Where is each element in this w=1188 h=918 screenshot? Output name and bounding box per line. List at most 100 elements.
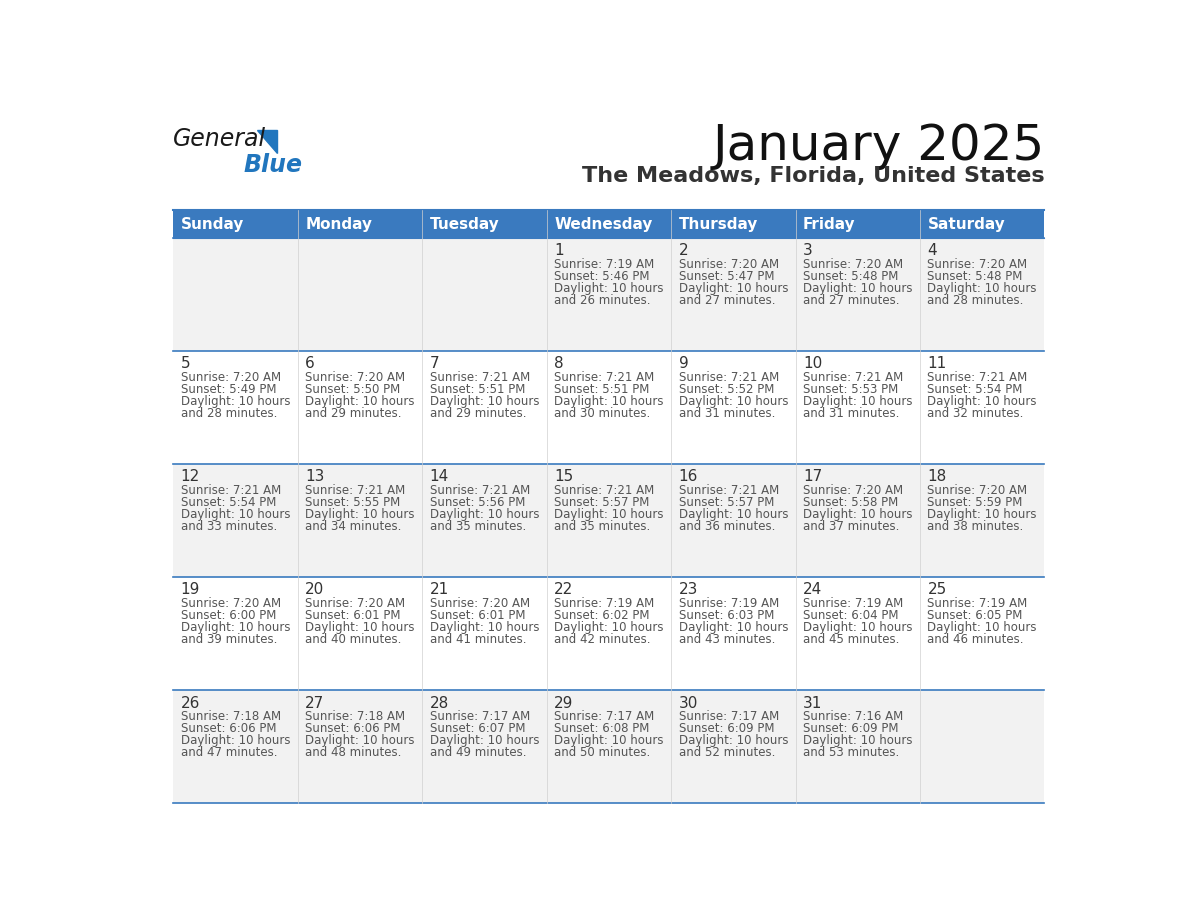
Text: Friday: Friday bbox=[803, 217, 855, 231]
Bar bbox=[671, 210, 796, 238]
Text: Daylight: 10 hours: Daylight: 10 hours bbox=[554, 282, 664, 295]
Text: Daylight: 10 hours: Daylight: 10 hours bbox=[554, 395, 664, 408]
Text: 10: 10 bbox=[803, 356, 822, 372]
Text: Sunset: 6:09 PM: Sunset: 6:09 PM bbox=[803, 722, 898, 735]
Text: and 27 minutes.: and 27 minutes. bbox=[678, 294, 775, 307]
Text: Sunrise: 7:20 AM: Sunrise: 7:20 AM bbox=[928, 484, 1028, 497]
Text: and 40 minutes.: and 40 minutes. bbox=[305, 633, 402, 646]
Text: 28: 28 bbox=[430, 696, 449, 711]
Bar bbox=[173, 465, 1044, 577]
Bar bbox=[298, 210, 422, 238]
Text: 23: 23 bbox=[678, 583, 697, 598]
Text: Daylight: 10 hours: Daylight: 10 hours bbox=[803, 508, 912, 521]
Text: Daylight: 10 hours: Daylight: 10 hours bbox=[430, 621, 539, 634]
Text: 11: 11 bbox=[928, 356, 947, 372]
Text: and 48 minutes.: and 48 minutes. bbox=[305, 746, 402, 759]
Text: Sunset: 5:48 PM: Sunset: 5:48 PM bbox=[928, 270, 1023, 283]
Text: Daylight: 10 hours: Daylight: 10 hours bbox=[554, 508, 664, 521]
Text: and 35 minutes.: and 35 minutes. bbox=[554, 520, 650, 532]
Text: Daylight: 10 hours: Daylight: 10 hours bbox=[305, 395, 415, 408]
Text: 8: 8 bbox=[554, 356, 564, 372]
Text: and 36 minutes.: and 36 minutes. bbox=[678, 520, 775, 532]
Text: and 34 minutes.: and 34 minutes. bbox=[305, 520, 402, 532]
Bar bbox=[173, 577, 1044, 690]
Text: and 38 minutes.: and 38 minutes. bbox=[928, 520, 1024, 532]
Text: Sunset: 6:00 PM: Sunset: 6:00 PM bbox=[181, 609, 276, 622]
Bar bbox=[173, 210, 298, 238]
Text: General: General bbox=[173, 127, 266, 151]
Text: Daylight: 10 hours: Daylight: 10 hours bbox=[928, 508, 1037, 521]
Text: 9: 9 bbox=[678, 356, 688, 372]
Text: Sunrise: 7:20 AM: Sunrise: 7:20 AM bbox=[430, 597, 530, 610]
Text: Blue: Blue bbox=[244, 152, 302, 176]
Bar bbox=[920, 210, 1044, 238]
Text: 20: 20 bbox=[305, 583, 324, 598]
Text: 5: 5 bbox=[181, 356, 190, 372]
Text: Sunset: 5:50 PM: Sunset: 5:50 PM bbox=[305, 383, 400, 396]
Text: Sunday: Sunday bbox=[181, 217, 245, 231]
Text: Saturday: Saturday bbox=[928, 217, 1005, 231]
Text: Sunset: 5:51 PM: Sunset: 5:51 PM bbox=[554, 383, 650, 396]
Bar bbox=[546, 210, 671, 238]
Text: 15: 15 bbox=[554, 469, 574, 485]
Text: January 2025: January 2025 bbox=[712, 122, 1044, 170]
Text: Sunset: 5:47 PM: Sunset: 5:47 PM bbox=[678, 270, 775, 283]
Text: and 30 minutes.: and 30 minutes. bbox=[554, 407, 650, 420]
Text: Sunrise: 7:20 AM: Sunrise: 7:20 AM bbox=[678, 258, 778, 271]
Text: Sunrise: 7:17 AM: Sunrise: 7:17 AM bbox=[678, 711, 779, 723]
Text: Daylight: 10 hours: Daylight: 10 hours bbox=[430, 734, 539, 747]
Text: Sunrise: 7:20 AM: Sunrise: 7:20 AM bbox=[928, 258, 1028, 271]
Text: Daylight: 10 hours: Daylight: 10 hours bbox=[678, 734, 788, 747]
Text: Sunrise: 7:21 AM: Sunrise: 7:21 AM bbox=[803, 371, 903, 384]
Text: 21: 21 bbox=[430, 583, 449, 598]
Text: Sunset: 5:52 PM: Sunset: 5:52 PM bbox=[678, 383, 773, 396]
Text: Sunrise: 7:21 AM: Sunrise: 7:21 AM bbox=[430, 371, 530, 384]
Text: and 43 minutes.: and 43 minutes. bbox=[678, 633, 775, 646]
Text: and 42 minutes.: and 42 minutes. bbox=[554, 633, 651, 646]
Text: Sunrise: 7:19 AM: Sunrise: 7:19 AM bbox=[554, 597, 655, 610]
Text: 13: 13 bbox=[305, 469, 324, 485]
Text: Sunset: 6:08 PM: Sunset: 6:08 PM bbox=[554, 722, 650, 735]
Text: Sunrise: 7:21 AM: Sunrise: 7:21 AM bbox=[554, 484, 655, 497]
Text: and 29 minutes.: and 29 minutes. bbox=[305, 407, 402, 420]
Text: Daylight: 10 hours: Daylight: 10 hours bbox=[803, 282, 912, 295]
Text: and 53 minutes.: and 53 minutes. bbox=[803, 746, 899, 759]
Text: 30: 30 bbox=[678, 696, 697, 711]
Text: Sunset: 6:02 PM: Sunset: 6:02 PM bbox=[554, 609, 650, 622]
Text: and 49 minutes.: and 49 minutes. bbox=[430, 746, 526, 759]
Text: Sunrise: 7:21 AM: Sunrise: 7:21 AM bbox=[678, 484, 779, 497]
Bar bbox=[796, 210, 920, 238]
Text: Daylight: 10 hours: Daylight: 10 hours bbox=[678, 282, 788, 295]
Text: 2: 2 bbox=[678, 243, 688, 258]
Text: 14: 14 bbox=[430, 469, 449, 485]
Text: Tuesday: Tuesday bbox=[430, 217, 499, 231]
Text: and 39 minutes.: and 39 minutes. bbox=[181, 633, 277, 646]
Text: and 52 minutes.: and 52 minutes. bbox=[678, 746, 775, 759]
Text: Sunset: 5:51 PM: Sunset: 5:51 PM bbox=[430, 383, 525, 396]
Text: Sunset: 6:01 PM: Sunset: 6:01 PM bbox=[430, 609, 525, 622]
Text: 29: 29 bbox=[554, 696, 574, 711]
Text: and 46 minutes.: and 46 minutes. bbox=[928, 633, 1024, 646]
Text: Daylight: 10 hours: Daylight: 10 hours bbox=[678, 508, 788, 521]
Text: Sunrise: 7:21 AM: Sunrise: 7:21 AM bbox=[928, 371, 1028, 384]
Text: Daylight: 10 hours: Daylight: 10 hours bbox=[305, 734, 415, 747]
Text: Sunset: 5:46 PM: Sunset: 5:46 PM bbox=[554, 270, 650, 283]
Text: Sunrise: 7:21 AM: Sunrise: 7:21 AM bbox=[305, 484, 405, 497]
Text: 12: 12 bbox=[181, 469, 200, 485]
Text: Sunset: 6:06 PM: Sunset: 6:06 PM bbox=[181, 722, 277, 735]
Text: 7: 7 bbox=[430, 356, 440, 372]
Text: 1: 1 bbox=[554, 243, 564, 258]
Text: 24: 24 bbox=[803, 583, 822, 598]
Text: Daylight: 10 hours: Daylight: 10 hours bbox=[928, 395, 1037, 408]
Text: Sunset: 6:07 PM: Sunset: 6:07 PM bbox=[430, 722, 525, 735]
Text: Sunrise: 7:17 AM: Sunrise: 7:17 AM bbox=[430, 711, 530, 723]
Text: Sunset: 5:57 PM: Sunset: 5:57 PM bbox=[678, 496, 773, 509]
Text: Sunset: 5:49 PM: Sunset: 5:49 PM bbox=[181, 383, 277, 396]
Text: Sunrise: 7:20 AM: Sunrise: 7:20 AM bbox=[181, 597, 280, 610]
Text: 6: 6 bbox=[305, 356, 315, 372]
Text: 19: 19 bbox=[181, 583, 200, 598]
Text: Daylight: 10 hours: Daylight: 10 hours bbox=[181, 395, 290, 408]
Text: and 31 minutes.: and 31 minutes. bbox=[803, 407, 899, 420]
Bar bbox=[173, 238, 1044, 351]
Text: Sunrise: 7:20 AM: Sunrise: 7:20 AM bbox=[181, 371, 280, 384]
